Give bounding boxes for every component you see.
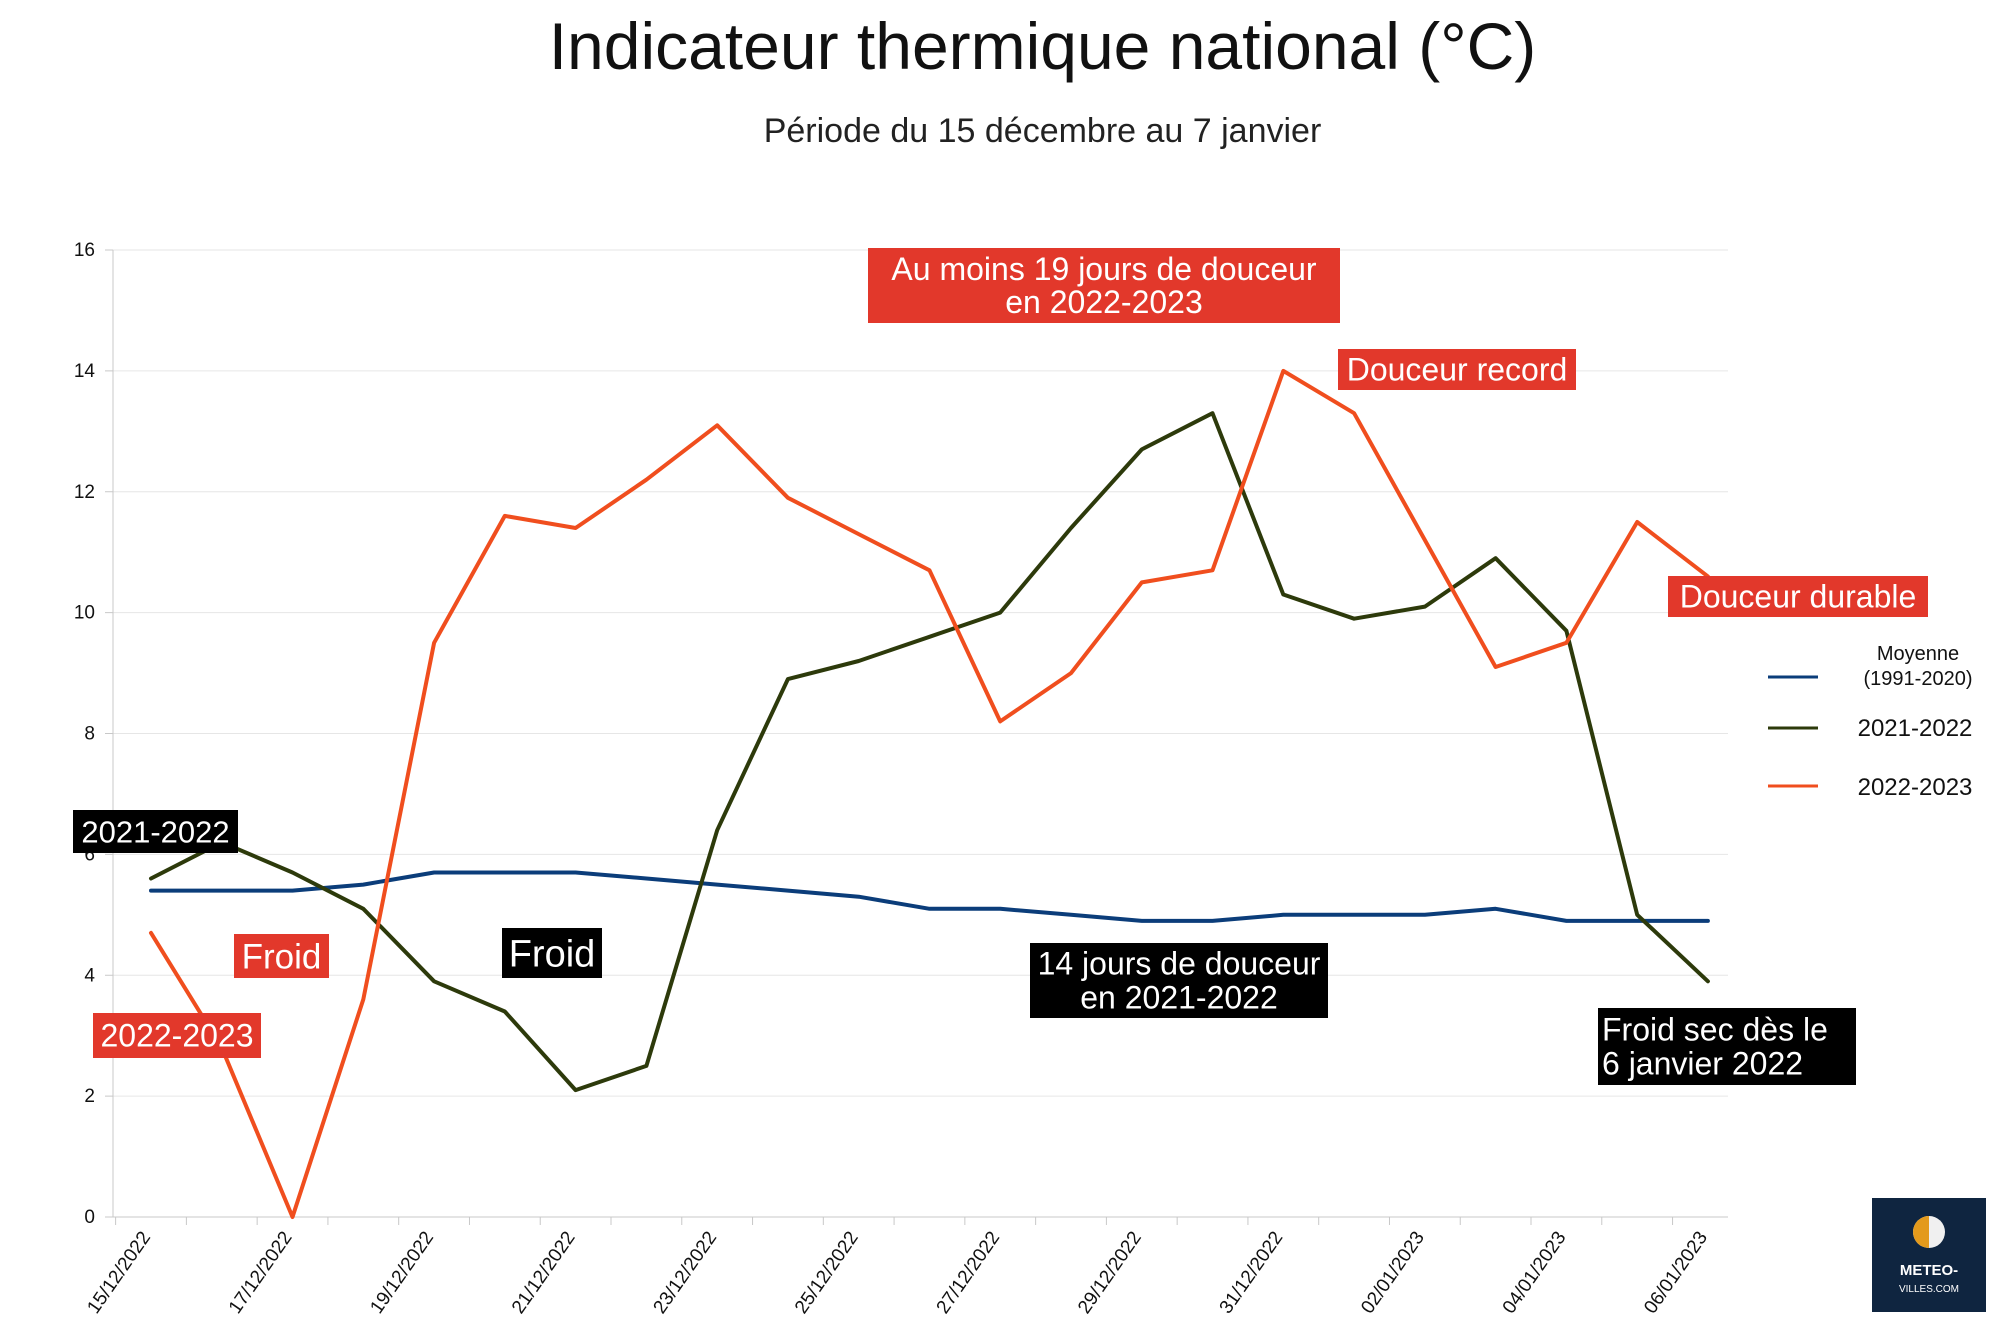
series-line-2022-2023 [149,368,1710,1219]
x-tick-label: 04/01/2023 [1499,1228,1571,1318]
chart-subtitle: Période du 15 décembre au 7 janvier [763,112,1322,150]
annotation-text: 2022-2023 [100,1018,253,1054]
y-tick-label: 14 [74,361,96,382]
x-tick-label: 31/12/2022 [1216,1228,1288,1318]
annotation-text: Froid [509,933,596,975]
annotation-box [234,934,329,978]
annotation-box [868,248,1340,323]
annotation-ann-durable: Douceur durable [1668,576,1928,617]
y-tick-label: 12 [74,482,95,503]
x-tick-label: 21/12/2022 [508,1228,580,1318]
x-tick-label: 29/12/2022 [1074,1228,1146,1318]
legend: Moyenne (1991-2020) 2021-2022 2022-2023 [1768,643,1972,801]
y-tick-label: 0 [84,1207,95,1228]
annotation-box [73,810,238,853]
legend-label: 2021-2022 [1858,715,1973,742]
x-tick-label: 06/01/2023 [1640,1228,1712,1318]
annotation-box [502,928,602,978]
annotation-text: 2021-2022 [81,814,229,849]
logo-line2: VILLES.COM [1898,1284,1960,1295]
grid [113,249,1728,1218]
annotation-box [1668,576,1928,617]
annotation-text: Douceur durable [1680,579,1917,615]
annotation-ann-record: Douceur record [1338,349,1576,390]
meteo-villes-logo: METEO- VILLES.COM [1872,1198,1986,1312]
annotation-ann-2021: 2021-2022 [73,810,238,853]
y-tick-labels: 0 2 4 6 8 10 12 14 16 [74,240,96,1228]
annotation-text: 6 janvier 2022 [1602,1046,1803,1082]
y-tick-label: 2 [84,1086,95,1107]
x-tick-label: 02/01/2023 [1357,1228,1429,1318]
y-tick-label: 16 [74,240,95,261]
sun-moon-icon [1913,1216,1945,1248]
logo-line1: METEO- [1899,1262,1959,1279]
x-tick-labels: 15/12/2022 17/12/2022 19/12/2022 21/12/2022… [83,1228,1712,1318]
annotation-box [1598,1008,1856,1085]
x-tick-label: 23/12/2022 [650,1228,722,1318]
y-tick-label: 4 [84,965,95,986]
annotation-text: en 2022-2023 [1005,284,1203,320]
x-tick-label: 27/12/2022 [933,1228,1005,1318]
x-tick-label: 15/12/2022 [83,1228,155,1318]
series-line-2021-2022 [149,411,1710,1093]
x-tick-label: 19/12/2022 [366,1228,438,1318]
annotation-ann-froidsec: Froid sec dès le6 janvier 2022 [1598,1008,1856,1085]
legend-label: 2022-2023 [1858,774,1973,801]
chart-title: Indicateur thermique national (°C) [548,9,1537,83]
annotation-box [1338,349,1576,390]
annotation-text: 14 jours de douceur [1038,946,1321,982]
annotation-text: en 2021-2022 [1080,980,1278,1016]
y-tick-label: 10 [74,603,95,624]
x-tick-label: 25/12/2022 [791,1228,863,1318]
annotation-ann-froid-black: Froid [502,928,602,978]
series-lines [149,368,1710,1219]
annotation-box [93,1013,261,1058]
legend-label: Moyenne [1877,643,1959,665]
legend-label: (1991-2020) [1864,668,1973,690]
y-tick-label: 8 [84,724,95,745]
y-tick-label: 6 [84,844,95,865]
annotation-box [1030,943,1328,1018]
annotation-ann-2022: 2022-2023 [93,1013,261,1058]
annotation-text: Froid sec dès le [1602,1012,1828,1048]
annotation-text: Froid [242,937,322,976]
annotation-text: Douceur record [1347,352,1568,388]
annotation-ann-froid-red: Froid [234,934,329,978]
x-tick-label: 17/12/2022 [225,1228,297,1318]
axes [105,249,1728,1225]
annotation-text: Au moins 19 jours de douceur [891,251,1316,287]
series-line-Moyenne (1991-2020) [149,870,1710,923]
